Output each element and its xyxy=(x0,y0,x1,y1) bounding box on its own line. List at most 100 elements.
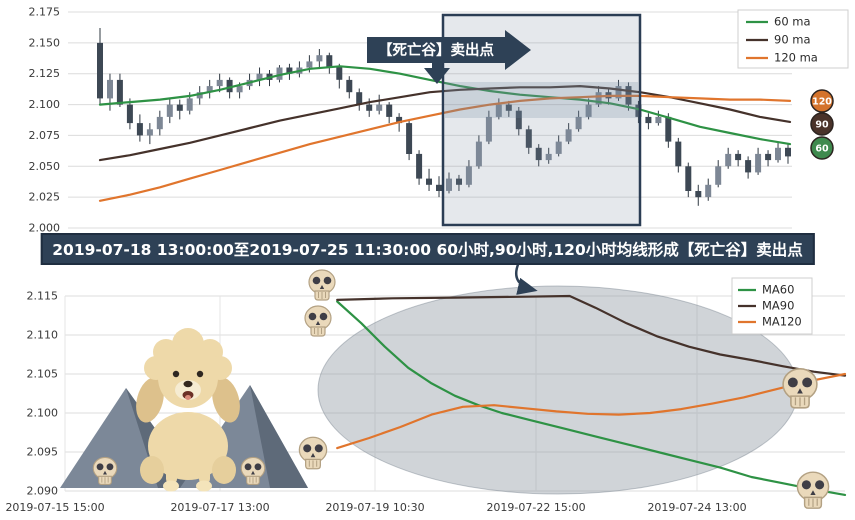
candle-body xyxy=(745,160,752,173)
candle-body xyxy=(376,104,383,111)
y-tick-label: 2.000 xyxy=(29,222,61,235)
poodle-tongue xyxy=(185,395,191,400)
candle-body xyxy=(495,104,502,117)
death-valley-highlight-band xyxy=(445,82,638,118)
sell-point-label: 【死亡谷】卖出点 xyxy=(378,41,494,59)
y-tick-label: 2.050 xyxy=(29,160,61,173)
top-chart: 2.175 2.150 2.125 2.100 2.075 2.050 2.02… xyxy=(29,6,849,235)
ma-line-MA120 xyxy=(336,372,847,450)
candle-body xyxy=(715,166,722,185)
skull-icon xyxy=(796,471,830,509)
dog-and-mountains-illustration xyxy=(60,328,308,492)
legend-label-ma120: 120 ma xyxy=(774,51,818,65)
candle-body xyxy=(186,98,193,111)
y-tick-label: 2.025 xyxy=(29,191,61,204)
bottom-legend: MA60 MA90 MA120 xyxy=(731,277,813,335)
candle-body xyxy=(755,153,762,173)
skull-icon xyxy=(304,305,332,337)
candle-body xyxy=(107,79,113,99)
candle-body xyxy=(226,79,233,93)
candle-body xyxy=(685,166,692,191)
bottom-chart: 2.115 2.110 2.105 2.100 2.095 2.090 xyxy=(5,259,847,514)
candle-body xyxy=(436,184,442,191)
badge-120 xyxy=(810,89,834,113)
bottom-y-axis-labels: 2.115 2.110 2.105 2.100 2.095 2.090 xyxy=(27,290,59,498)
candle-body xyxy=(735,153,742,161)
annotation-down-arrow-icon xyxy=(424,60,450,84)
ma-end-badges: 120 90 60 xyxy=(810,89,834,160)
legend-label-ma90: MA90 xyxy=(762,299,794,313)
x-tick-label: 2019-07-17 13:00 xyxy=(170,501,269,514)
candle-body xyxy=(216,79,223,87)
candle-body xyxy=(416,153,423,179)
candle-body xyxy=(695,191,702,198)
candle-body xyxy=(366,104,373,111)
badge-60 xyxy=(810,136,834,160)
x-tick-label: 2019-07-15 15:00 xyxy=(5,501,104,514)
candle-body xyxy=(196,92,203,99)
top-ma-layer xyxy=(98,65,792,202)
y-tick-label: 2.175 xyxy=(29,6,61,19)
poodle-eye xyxy=(196,370,204,378)
legend-label-ma120: MA120 xyxy=(762,315,802,329)
candle-body xyxy=(765,153,772,161)
legend-label-ma90: 90 ma xyxy=(774,33,811,47)
candle-body xyxy=(286,67,293,74)
y-tick-label: 2.115 xyxy=(27,290,59,303)
candle-body xyxy=(485,116,492,142)
candle-body xyxy=(725,153,732,167)
ma-line-MA90 xyxy=(336,294,847,377)
candle-body xyxy=(635,104,642,117)
poodle-eye xyxy=(172,370,180,378)
candle-body xyxy=(156,116,163,130)
candle-body xyxy=(326,55,333,68)
candle-body xyxy=(545,153,552,161)
candle-body xyxy=(97,42,103,99)
top-legend: 60 ma 90 ma 120 ma xyxy=(737,9,849,69)
candle-body xyxy=(675,141,682,167)
candle-body xyxy=(585,104,592,117)
badge-90-label: 90 xyxy=(815,120,829,131)
candle-body xyxy=(515,110,522,130)
candle-body xyxy=(615,86,622,99)
candle-body xyxy=(426,178,432,185)
y-tick-label: 2.110 xyxy=(27,329,59,342)
bottom-x-axis-labels: 2019-07-15 15:00 2019-07-17 13:00 2019-0… xyxy=(5,501,746,514)
annotation-arrow-banner xyxy=(367,30,531,70)
candle-body xyxy=(655,116,662,124)
ma-line-120ma xyxy=(98,94,792,202)
poodle-head xyxy=(158,348,218,408)
candle-body xyxy=(346,79,353,93)
candle-body xyxy=(176,104,183,111)
badge-120-label: 120 xyxy=(812,97,832,108)
candle-body xyxy=(465,166,472,185)
candle-body xyxy=(665,116,672,142)
candle-body xyxy=(386,104,393,117)
y-tick-label: 2.125 xyxy=(29,67,61,80)
ma-line-60ma xyxy=(98,65,792,146)
top-y-axis-labels: 2.175 2.150 2.125 2.100 2.075 2.050 2.02… xyxy=(29,6,61,235)
candle-body xyxy=(136,123,143,136)
candle-body xyxy=(595,92,602,105)
candle-body xyxy=(775,147,781,161)
y-tick-label: 2.075 xyxy=(29,129,61,142)
candle-body xyxy=(236,86,243,93)
sell-point-annotation: 【死亡谷】卖出点 xyxy=(367,30,531,84)
legend-label-ma60: MA60 xyxy=(762,283,794,297)
skull-icon xyxy=(298,436,328,470)
poodle-ear-right xyxy=(212,377,240,423)
ma-line-MA60 xyxy=(336,300,847,496)
mountain-right-shade xyxy=(250,385,308,488)
candle-body xyxy=(785,147,791,157)
candle-body xyxy=(645,116,652,124)
legend-label-ma60: 60 ma xyxy=(774,15,811,29)
candle-body xyxy=(505,104,512,111)
candle-body xyxy=(555,141,562,154)
candle-body xyxy=(276,67,283,80)
candle-body xyxy=(705,184,712,198)
candle-body xyxy=(336,67,343,80)
candle-body xyxy=(446,178,452,191)
y-tick-label: 2.105 xyxy=(27,368,59,381)
death-valley-ellipse xyxy=(317,285,799,495)
candle-body xyxy=(535,147,542,161)
